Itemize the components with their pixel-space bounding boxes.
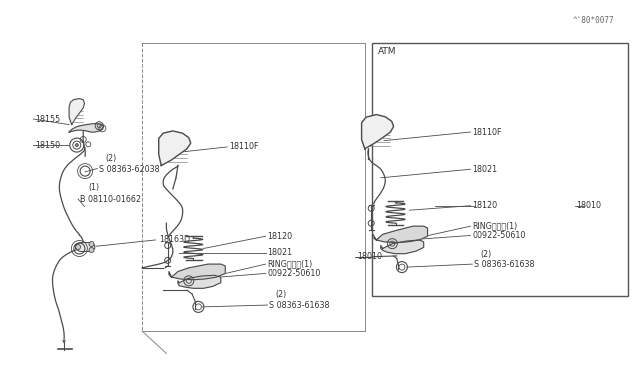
Polygon shape [69,99,84,125]
Polygon shape [178,275,221,288]
Bar [372,43,628,296]
Text: ^'80*0077: ^'80*0077 [573,16,614,25]
Circle shape [76,244,81,250]
Text: 18010: 18010 [357,252,382,261]
Circle shape [89,247,94,253]
Text: S 08363-61638: S 08363-61638 [269,301,330,310]
Text: S 08363-61638: S 08363-61638 [474,260,534,269]
Polygon shape [76,243,95,251]
Text: S 08363-62038: S 08363-62038 [99,165,160,174]
Text: 18120: 18120 [268,232,292,241]
Text: (2): (2) [275,291,287,299]
Text: 18110F: 18110F [229,142,259,151]
Text: (2): (2) [480,250,492,259]
Text: RINGリング(1): RINGリング(1) [268,260,313,269]
Text: 00922-50610: 00922-50610 [472,231,525,240]
Polygon shape [69,124,104,132]
Text: 18021: 18021 [472,165,497,174]
Circle shape [76,144,78,147]
Polygon shape [159,131,191,166]
Text: 18163D: 18163D [159,235,190,244]
Text: 18010: 18010 [576,201,601,210]
Polygon shape [381,240,424,254]
Circle shape [89,241,94,247]
Text: 00922-50610: 00922-50610 [268,269,321,278]
Text: B 08110-01662: B 08110-01662 [80,195,141,203]
Polygon shape [362,115,394,149]
Text: (1): (1) [88,183,99,192]
Polygon shape [169,264,225,280]
Text: (2): (2) [106,154,117,163]
Polygon shape [372,226,428,243]
Text: ATM: ATM [378,47,396,56]
Text: 18110F: 18110F [472,128,502,137]
Text: RINGリング(1): RINGリング(1) [472,222,518,231]
Text: 18120: 18120 [472,201,497,210]
Text: 18150: 18150 [35,141,60,150]
Text: 18155: 18155 [35,115,60,124]
Text: 18021: 18021 [268,248,292,257]
